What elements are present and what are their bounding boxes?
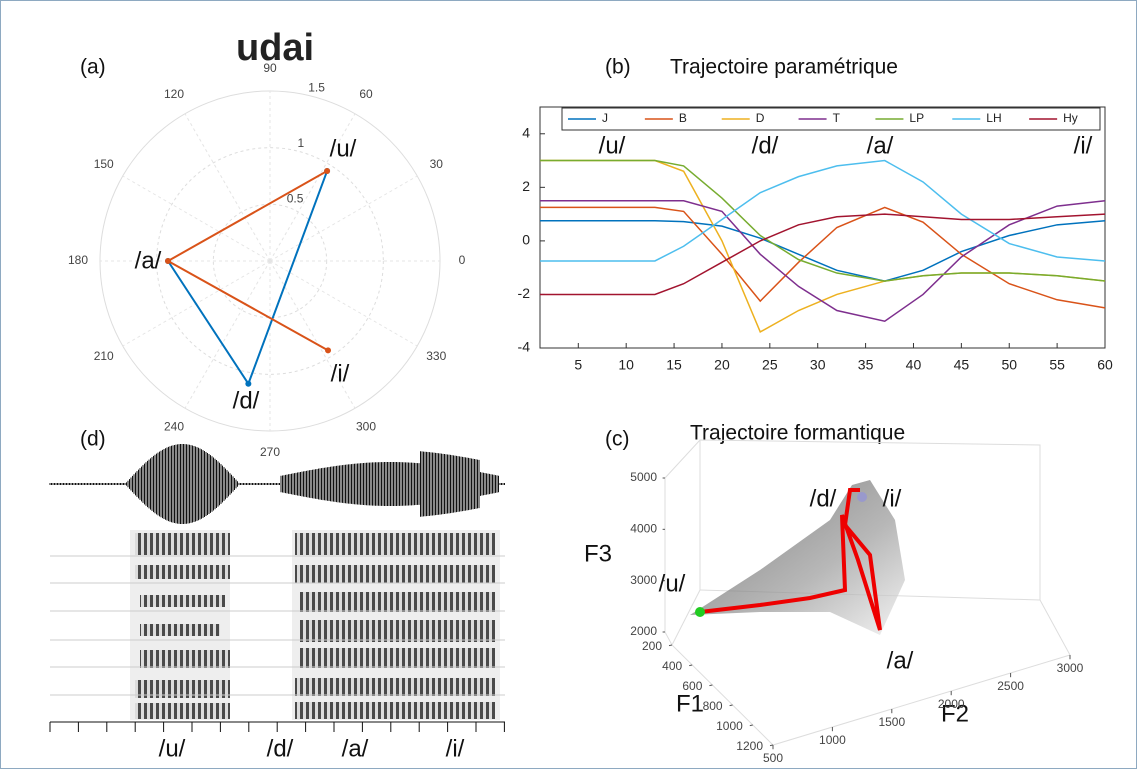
- x-tick-label: 55: [1049, 357, 1065, 373]
- axis-label: F1: [676, 690, 704, 717]
- tick-label: 2000: [938, 697, 965, 711]
- tick: [750, 725, 753, 726]
- theta-tick-label: 150: [94, 157, 114, 171]
- r-tick-label: 0.5: [287, 192, 304, 206]
- theta-tick-label: 90: [263, 61, 277, 75]
- annotation: /a/: [867, 132, 894, 159]
- tick: [689, 665, 692, 666]
- annotation: /i/: [1074, 132, 1093, 159]
- annotation: /d/: [810, 485, 837, 512]
- theta-tick-label: 210: [94, 349, 114, 363]
- theta-tick-label: 60: [359, 87, 373, 101]
- annotation: /u/: [599, 132, 626, 159]
- annotation: /a/: [342, 735, 369, 762]
- legend-label: B: [679, 111, 687, 125]
- annotation: /i/: [331, 360, 350, 387]
- x-tick-label: 50: [1001, 357, 1017, 373]
- annotation: /i/: [883, 485, 902, 512]
- annotation: /u/: [659, 570, 686, 597]
- tick-label: 200: [642, 639, 662, 653]
- legend-label: D: [756, 111, 765, 125]
- tick-label: 3000: [1057, 661, 1084, 675]
- point: [165, 258, 171, 264]
- point: [245, 381, 251, 387]
- end-point: [857, 492, 867, 502]
- y-tick-label: 0: [522, 232, 530, 248]
- annotation: /u/: [159, 735, 186, 762]
- legend-label: LH: [986, 111, 1001, 125]
- theta-tick-label: 120: [164, 87, 184, 101]
- x-tick-label: 35: [858, 357, 874, 373]
- theta-tick-label: 240: [164, 419, 184, 433]
- tick-label: 800: [703, 699, 723, 713]
- tick: [709, 685, 712, 686]
- theta-tick-label: 0: [459, 253, 466, 267]
- panel-label: (d): [80, 428, 106, 451]
- annotation: /d/: [233, 387, 260, 414]
- x-tick-label: 10: [618, 357, 634, 373]
- panel-label: (c): [605, 428, 630, 451]
- tick-label: 1000: [716, 719, 743, 733]
- tick-label: 4000: [630, 522, 657, 536]
- legend-label: J: [602, 111, 608, 125]
- tick: [669, 645, 672, 646]
- theta-tick-label: 330: [426, 349, 446, 363]
- annotation: /i/: [446, 735, 465, 762]
- x-tick-label: 15: [666, 357, 682, 373]
- x-tick-label: 25: [762, 357, 778, 373]
- theta-tick-label: 30: [430, 157, 444, 171]
- legend-label: LP: [909, 111, 924, 125]
- x-tick-label: 45: [954, 357, 970, 373]
- panel-label: (b): [605, 56, 631, 79]
- tick-label: 1200: [736, 739, 763, 753]
- legend-label: Hy: [1063, 111, 1078, 125]
- tick-label: 2000: [630, 624, 657, 638]
- tick-label: 2500: [997, 679, 1024, 693]
- tick: [730, 705, 733, 706]
- x-tick-label: 30: [810, 357, 826, 373]
- x-tick-label: 40: [906, 357, 922, 373]
- theta-tick-label: 270: [260, 445, 280, 459]
- chart-title: Trajectoire paramétrique: [670, 56, 898, 79]
- point: [324, 168, 330, 174]
- legend-label: T: [833, 111, 841, 125]
- y-tick-label: -4: [518, 339, 531, 355]
- annotation: /d/: [752, 132, 779, 159]
- tick-label: 400: [662, 659, 682, 673]
- start-point: [695, 607, 705, 617]
- tick-label: 5000: [630, 470, 657, 484]
- x-tick-label: 60: [1097, 357, 1113, 373]
- figure: (a) udai 0.511.5030609012015018021024027…: [0, 0, 1137, 769]
- tick-label: 600: [682, 679, 702, 693]
- theta-tick-label: 300: [356, 419, 376, 433]
- r-tick-label: 1: [297, 136, 304, 150]
- tick-label: 1000: [819, 733, 846, 747]
- annotation: /u/: [330, 135, 357, 162]
- x-tick-label: 20: [714, 357, 730, 373]
- point: [325, 347, 331, 353]
- axis-label: F3: [584, 540, 612, 567]
- annotation: /a/: [135, 247, 162, 274]
- y-tick-label: 4: [522, 124, 530, 140]
- annotation: /d/: [267, 735, 294, 762]
- legend: [562, 108, 1100, 130]
- r-tick-label: 1.5: [308, 80, 325, 94]
- x-tick-label: 5: [574, 357, 582, 373]
- tick-label: 3000: [630, 573, 657, 587]
- y-tick-label: 2: [522, 178, 530, 194]
- tick-label: 1500: [878, 715, 905, 729]
- tick-label: 500: [763, 751, 783, 765]
- panel-label: (a): [80, 56, 106, 79]
- theta-tick-label: 180: [68, 253, 88, 267]
- y-tick-label: -2: [518, 285, 531, 301]
- annotation: /a/: [887, 647, 914, 674]
